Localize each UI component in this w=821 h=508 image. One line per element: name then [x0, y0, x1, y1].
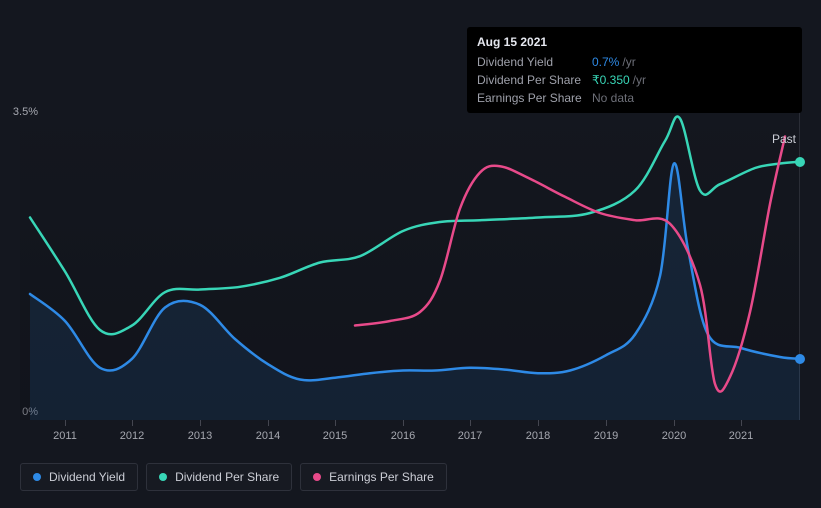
tooltip-row: Dividend Per Share₹0.350/yr	[477, 71, 792, 89]
x-tick-label: 2014	[256, 430, 280, 442]
tooltip-row-value: 0.7%	[592, 55, 619, 69]
x-tick-label: 2021	[729, 430, 753, 442]
chart-tooltip: Aug 15 2021 Dividend Yield0.7%/yrDividen…	[467, 27, 802, 113]
legend-dot	[33, 473, 41, 481]
x-tick-label: 2013	[188, 430, 212, 442]
x-tick-line	[470, 420, 471, 426]
x-tick-line	[65, 420, 66, 426]
x-tick-line	[674, 420, 675, 426]
x-tick-label: 2020	[662, 430, 686, 442]
x-tick-line	[200, 420, 201, 426]
x-tick-label: 2018	[526, 430, 550, 442]
series-end-marker-dividend-yield	[795, 354, 805, 364]
legend: Dividend Yield Dividend Per Share Earnings…	[20, 463, 447, 491]
tooltip-row-label: Earnings Per Share	[477, 91, 592, 105]
tooltip-date: Aug 15 2021	[477, 33, 792, 53]
x-tick-label: 2016	[391, 430, 415, 442]
legend-item-dividend-per-share[interactable]: Dividend Per Share	[146, 463, 292, 491]
x-tick-line	[403, 420, 404, 426]
chart-svg	[20, 105, 800, 420]
legend-label: Earnings Per Share	[329, 470, 434, 484]
tooltip-row-suffix: /yr	[622, 55, 635, 69]
series-fill-dividend-yield	[30, 163, 800, 420]
x-tick-line	[132, 420, 133, 426]
tooltip-row: Dividend Yield0.7%/yr	[477, 53, 792, 71]
tooltip-row-value: No data	[592, 91, 634, 105]
x-tick-label: 2015	[323, 430, 347, 442]
tooltip-row: Earnings Per ShareNo data	[477, 89, 792, 107]
legend-item-dividend-yield[interactable]: Dividend Yield	[20, 463, 138, 491]
tooltip-row-label: Dividend Per Share	[477, 73, 592, 87]
x-tick-line	[538, 420, 539, 426]
chart-container: Aug 15 2021 Dividend Yield0.7%/yrDividen…	[0, 0, 821, 508]
legend-dot	[159, 473, 167, 481]
tooltip-row-label: Dividend Yield	[477, 55, 592, 69]
x-tick-line	[335, 420, 336, 426]
x-tick-label: 2012	[120, 430, 144, 442]
legend-label: Dividend Yield	[49, 470, 125, 484]
series-end-marker-dividend-per-share	[795, 157, 805, 167]
past-label: Past	[772, 132, 796, 146]
legend-dot	[313, 473, 321, 481]
tooltip-row-suffix: /yr	[633, 73, 646, 87]
x-tick-line	[606, 420, 607, 426]
x-tick-label: 2011	[53, 430, 77, 442]
x-tick-label: 2019	[594, 430, 618, 442]
x-axis: 2011 2012 2013 2014 2015 2016 2017 2018 2019 2020…	[20, 428, 800, 448]
x-tick-line	[268, 420, 269, 426]
x-tick-line	[741, 420, 742, 426]
tooltip-rows: Dividend Yield0.7%/yrDividend Per Share₹…	[477, 53, 792, 107]
x-tick-label: 2017	[458, 430, 482, 442]
legend-label: Dividend Per Share	[175, 470, 279, 484]
tooltip-row-value: ₹0.350	[592, 73, 630, 87]
legend-item-earnings-per-share[interactable]: Earnings Per Share	[300, 463, 447, 491]
